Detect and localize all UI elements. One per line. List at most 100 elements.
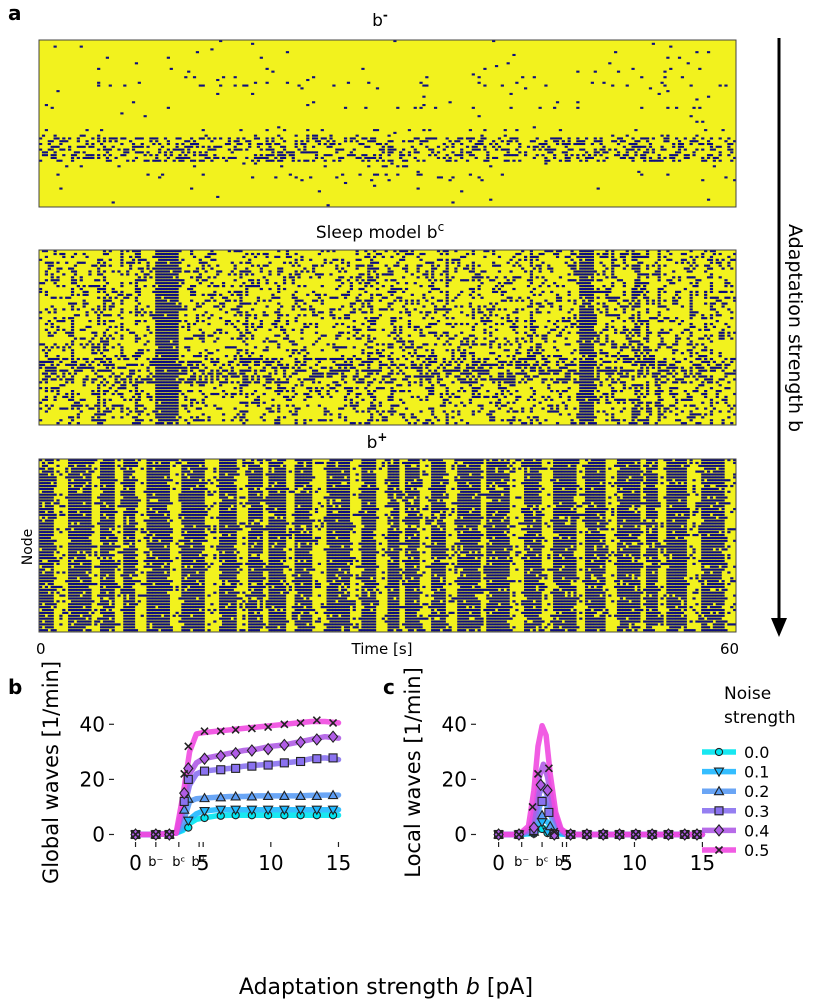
- marker-x: [514, 830, 524, 839]
- marker-x: [312, 716, 321, 725]
- marker-tri_down: [215, 805, 227, 816]
- adaptation-arrow-head: [771, 618, 787, 637]
- shared-xlabel: Adaptation strength b [pA]: [239, 975, 533, 1000]
- raster-title-1: b-: [372, 8, 388, 31]
- marker-tri_down: [295, 805, 307, 816]
- marker-tri_up: [178, 804, 190, 814]
- legend-marker-0.1: [713, 767, 725, 778]
- marker-x: [184, 742, 193, 751]
- x-tick-label: 15: [690, 851, 715, 875]
- marker-x: [131, 830, 140, 839]
- y-tick-label: 0: [92, 822, 105, 846]
- marker-diamond: [199, 752, 210, 766]
- y-tick-label: 20: [442, 767, 467, 791]
- raster-title-3: b+: [367, 430, 388, 453]
- marker-tri_up: [262, 790, 274, 800]
- raster-sparse: [38, 39, 737, 208]
- raster-title-2-sup: c: [438, 220, 445, 234]
- marker-tri_up: [230, 790, 242, 801]
- marker-x: [165, 830, 174, 839]
- marker-x: [599, 830, 608, 839]
- marker-tri_down: [246, 805, 258, 816]
- marker-diamond: [713, 824, 725, 837]
- marker-x: [200, 727, 209, 736]
- raster-background: [38, 39, 737, 208]
- marker-x: [714, 845, 724, 855]
- marker-diamond: [279, 738, 290, 752]
- panel-label-c: c: [383, 675, 395, 699]
- marker-square: [714, 806, 724, 816]
- marker-x: [180, 769, 189, 778]
- legend-marker-0.2: [713, 785, 725, 796]
- raster-title-2-main: Sleep model b: [316, 223, 438, 243]
- legend-marker-0.3: [714, 806, 724, 816]
- x-tick-label: 15: [326, 851, 351, 875]
- marker-square: [231, 763, 241, 773]
- marker-x: [247, 724, 256, 733]
- marker-x: [216, 727, 225, 736]
- legend: Noise strength 0.00.10.20.30.40.5: [702, 684, 796, 860]
- shared-xlabel-prefix: Adaptation strength: [239, 975, 466, 1000]
- x-tick-label-adaptation: b⁻: [148, 855, 163, 870]
- x-tick-label: 5: [560, 851, 573, 875]
- raster-dense: [38, 458, 737, 633]
- marker-x: [280, 720, 289, 729]
- x-tick-label: 0: [492, 851, 505, 875]
- x-tick-label-adaptation: bᶜ: [536, 855, 549, 870]
- marker-square: [328, 753, 338, 763]
- legend-title-line1: Noise: [724, 684, 771, 704]
- y-axis-label: Local waves [1/min]: [401, 667, 425, 878]
- raster-xtick-start: 0: [36, 640, 46, 658]
- raster-title-1-main: b: [372, 11, 383, 31]
- y-axis-label: Global waves [1/min]: [39, 661, 63, 884]
- legend-label: 0.2: [744, 782, 769, 801]
- marker-diamond: [246, 744, 258, 757]
- raster-title-3-main: b: [367, 433, 378, 453]
- marker-x: [631, 830, 640, 839]
- marker-circle: [714, 747, 724, 757]
- marker-tri_up: [544, 820, 556, 831]
- marker-tri_down: [327, 805, 339, 816]
- x-tick-label-adaptation: b⁺: [192, 855, 207, 870]
- marker-tri_up: [215, 791, 227, 802]
- marker-x: [264, 722, 273, 732]
- marker-diamond: [295, 735, 306, 749]
- panel-label-b: b: [8, 675, 22, 699]
- raster-xtick-end: 60: [720, 640, 739, 658]
- marker-square: [263, 760, 273, 770]
- raster-title-1-sup: -: [383, 8, 388, 22]
- legend-label: 0.3: [744, 802, 769, 821]
- marker-tri_up: [295, 790, 307, 800]
- marker-tri_up: [278, 790, 290, 800]
- marker-tri_down: [713, 767, 725, 778]
- legend-label: 0.4: [744, 821, 769, 840]
- series-markers-0.5: [131, 716, 338, 839]
- raster-title-2: Sleep model bc: [316, 220, 444, 243]
- marker-x: [648, 830, 657, 839]
- x-tick-label: 0: [129, 851, 142, 875]
- marker-square: [296, 756, 306, 767]
- marker-square: [279, 758, 289, 768]
- marker-square: [183, 774, 193, 784]
- marker-tri_up: [327, 789, 339, 800]
- marker-tri_down: [262, 805, 274, 816]
- x-tick-label-adaptation: b⁺: [555, 855, 570, 870]
- y-tick-label: 40: [442, 712, 467, 736]
- legend-label: 0.5: [744, 841, 769, 860]
- marker-tri_up: [713, 785, 725, 796]
- marker-x: [680, 830, 689, 839]
- marker-x: [615, 830, 624, 839]
- y-tick-label: 0: [454, 822, 467, 846]
- marker-diamond: [230, 746, 241, 760]
- marker-x: [544, 764, 553, 773]
- series-markers-0.4: [130, 730, 339, 841]
- legend-marker-0.5: [714, 845, 724, 855]
- marker-square: [544, 807, 554, 817]
- marker-x: [328, 718, 338, 727]
- marker-diamond: [542, 784, 553, 797]
- marker-x: [528, 802, 537, 812]
- legend-marker-0.0: [714, 747, 724, 757]
- marker-tri_down: [311, 805, 323, 816]
- marker-diamond: [311, 733, 323, 746]
